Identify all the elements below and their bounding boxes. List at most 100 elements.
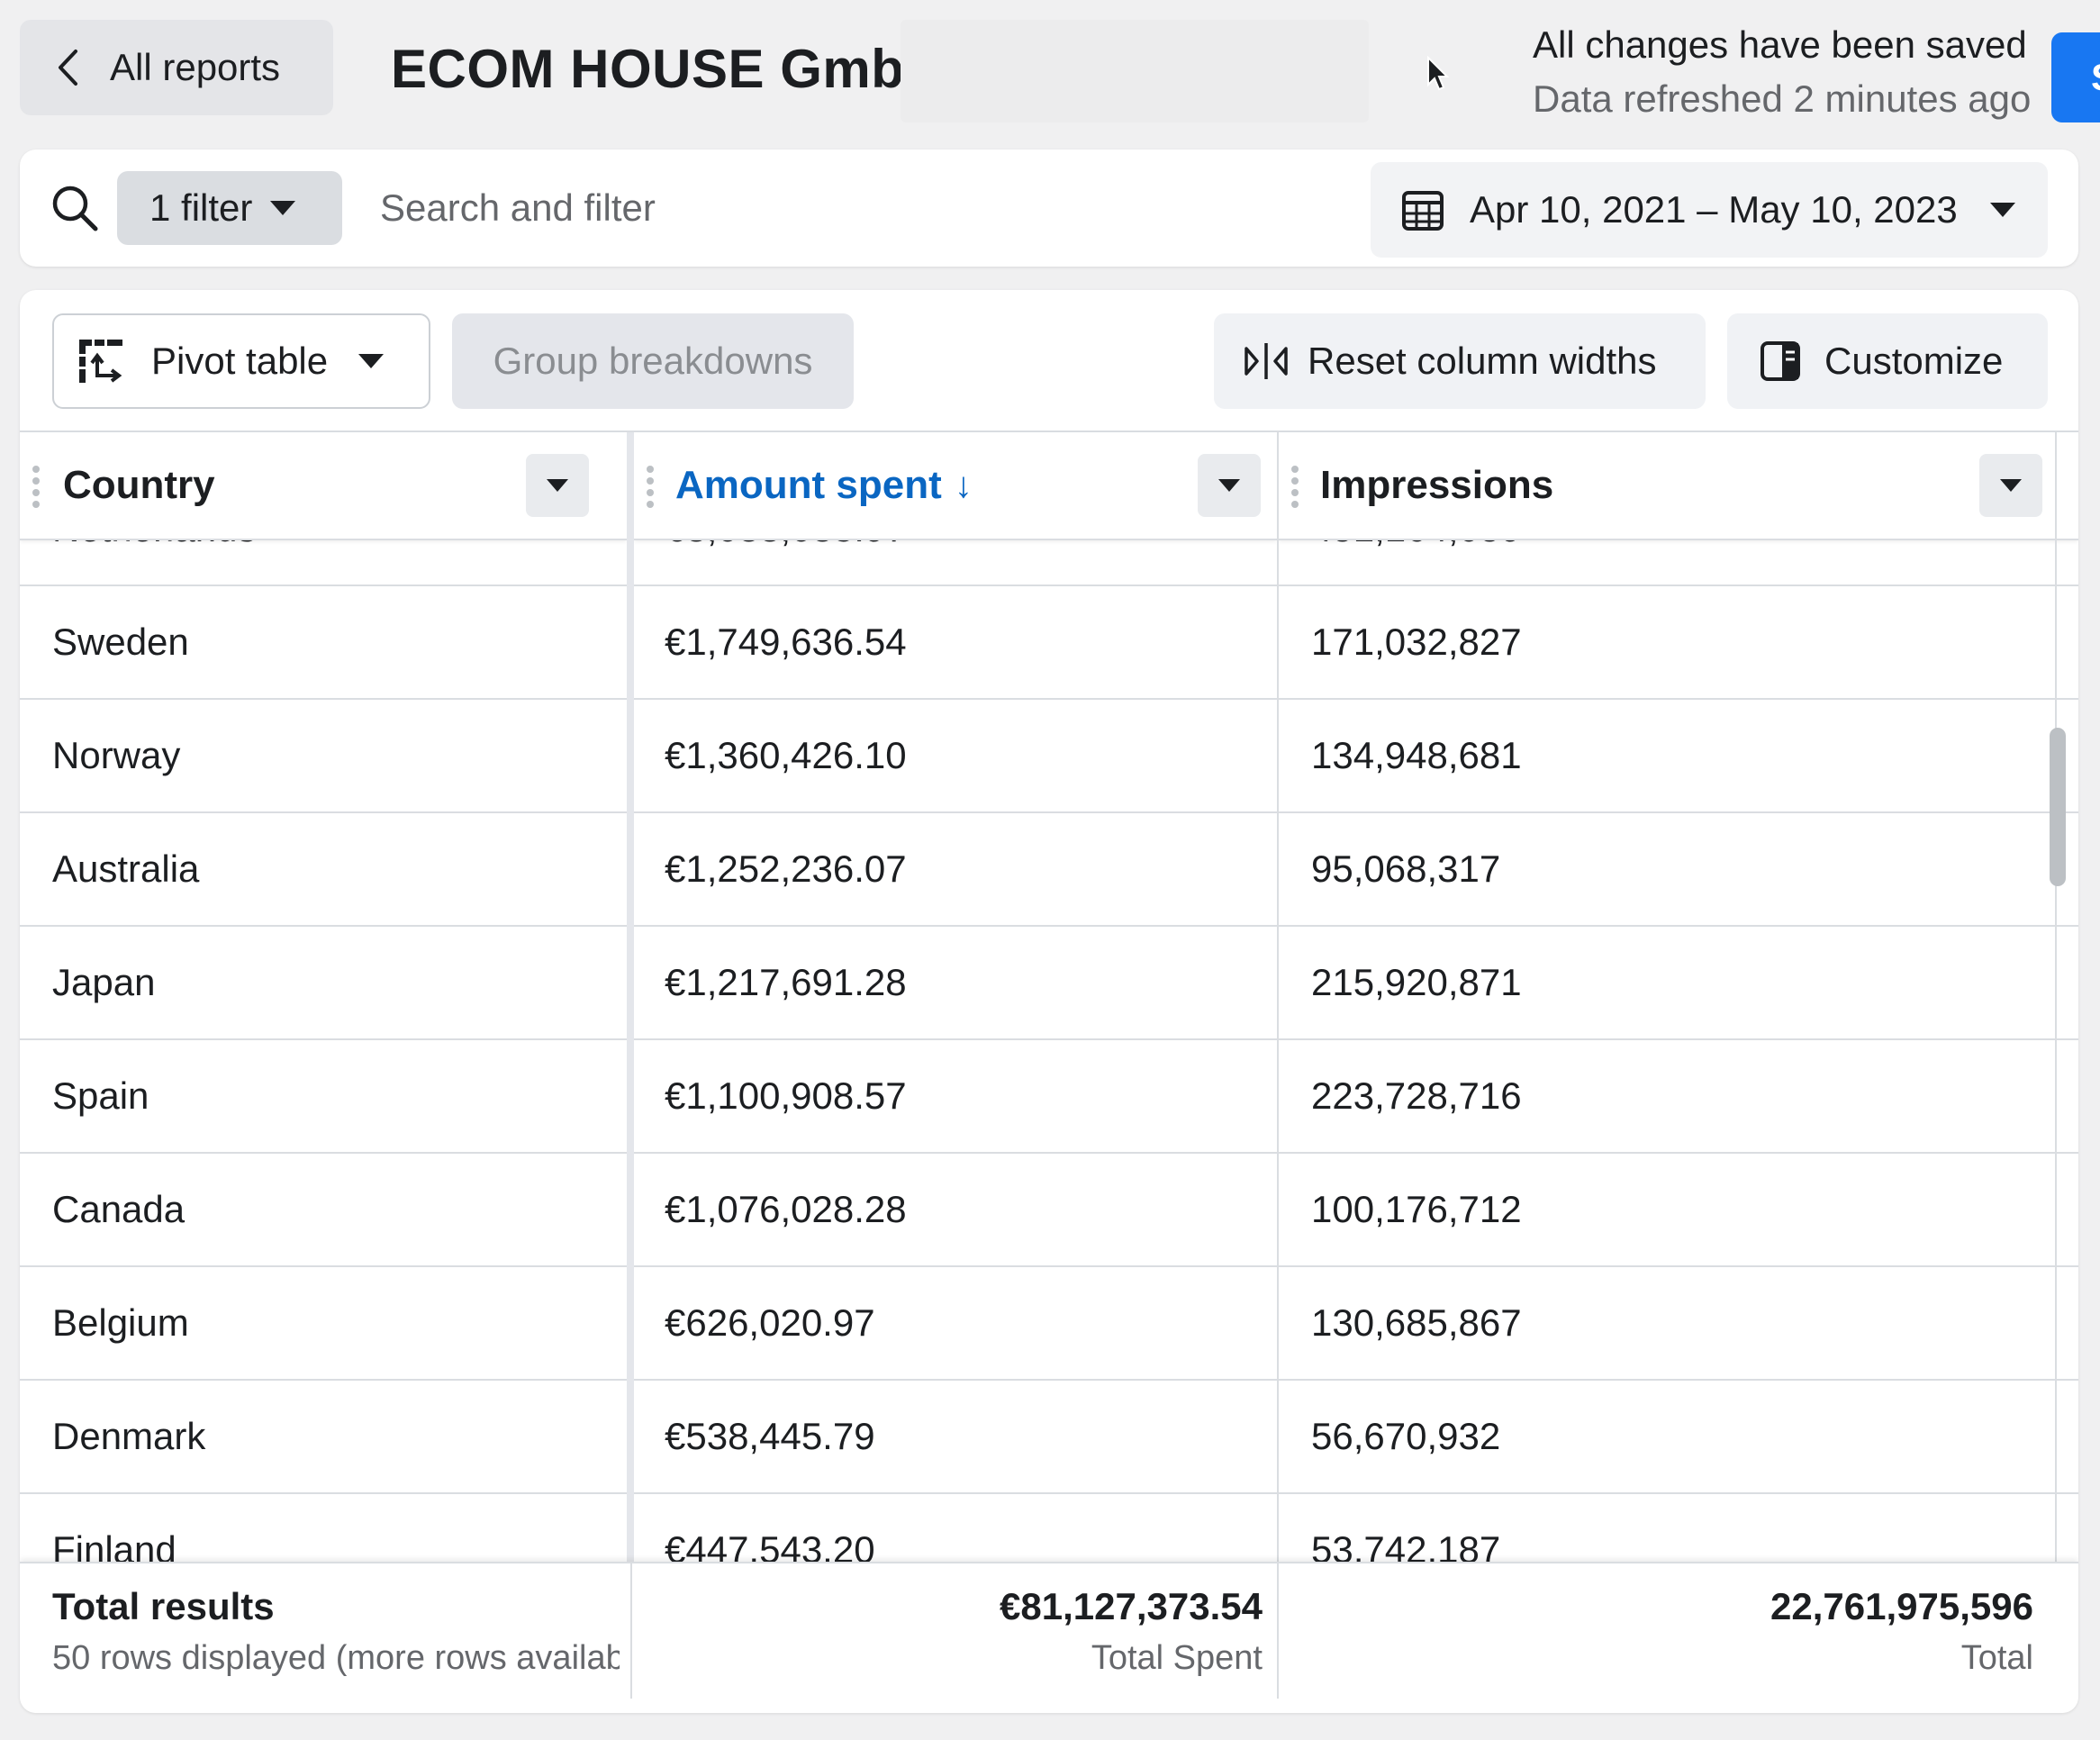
caret-down-icon xyxy=(270,201,296,215)
country-cell: Netherlands xyxy=(52,540,256,585)
country-cell: Spain xyxy=(52,1074,149,1117)
vertical-scrollbar[interactable] xyxy=(2050,728,2066,886)
impressions-cell: 171,032,827 xyxy=(1311,621,1522,663)
customize-button[interactable]: Customize xyxy=(1727,313,2048,409)
amount-spent-cell: €1,360,426.10 xyxy=(665,734,907,776)
column-divider xyxy=(630,1563,632,1699)
caret-down-icon xyxy=(358,354,385,368)
table-body: Netherlands€3,033,038.97451,164,059Swede… xyxy=(20,540,2078,1562)
total-impressions: 22,761,975,596 xyxy=(1770,1585,2033,1627)
refresh-status: Data refreshed 2 minutes ago xyxy=(1533,77,2032,120)
customize-label: Customize xyxy=(1824,340,2004,382)
amount-spent-cell: €1,100,908.57 xyxy=(665,1074,907,1117)
save-status: All changes have been saved xyxy=(1533,23,2027,66)
amount-spent-cell: €1,749,636.54 xyxy=(665,621,907,663)
all-reports-label: All reports xyxy=(110,46,281,88)
grid-top-divider xyxy=(20,430,2078,432)
table-row[interactable]: Spain €1,100,908.57 223,728,716 xyxy=(20,1040,2078,1154)
column-header-label: Impressions xyxy=(1320,463,1554,507)
table-row[interactable]: Denmark €538,445.79 56,670,932 xyxy=(20,1381,2078,1494)
drag-handle-icon[interactable] xyxy=(645,465,656,510)
chevron-left-icon xyxy=(59,50,77,86)
impressions-cell: 53,742,187 xyxy=(1311,1528,1501,1562)
country-cell: Australia xyxy=(52,847,200,890)
mouse-cursor-icon xyxy=(1427,56,1450,91)
drag-handle-icon[interactable] xyxy=(1290,465,1300,510)
date-range-label: Apr 10, 2021 – May 10, 2023 xyxy=(1470,188,1958,231)
view-type-dropdown[interactable]: Pivot table xyxy=(52,313,430,409)
column-menu-button[interactable] xyxy=(1198,454,1261,517)
group-breakdowns-button: Group breakdowns xyxy=(452,313,854,409)
report-title[interactable]: ECOM HOUSE GmbH xyxy=(391,39,945,99)
rows-displayed-note: 50 rows displayed (more rows available) xyxy=(52,1639,620,1677)
country-cell: Canada xyxy=(52,1188,186,1230)
impressions-cell: 215,920,871 xyxy=(1311,961,1522,1003)
country-cell: Japan xyxy=(52,961,156,1003)
view-type-label: Pivot table xyxy=(151,340,329,382)
total-amount-caption: Total Spent xyxy=(1091,1639,1263,1677)
filter-count-chip[interactable]: 1 filter xyxy=(117,171,342,245)
column-divider xyxy=(1277,1563,1279,1699)
impressions-cell: 100,176,712 xyxy=(1311,1188,1522,1230)
table-row[interactable]: Netherlands €3,033,038.97 451,164,059 xyxy=(20,540,2078,586)
sort-descending-icon: ↓ xyxy=(954,465,973,505)
search-input[interactable] xyxy=(380,177,1281,240)
impressions-cell: 134,948,681 xyxy=(1311,734,1522,776)
column-divider[interactable] xyxy=(1277,432,1279,1713)
amount-spent-cell: €1,076,028.28 xyxy=(665,1188,907,1230)
country-cell: Belgium xyxy=(52,1301,189,1344)
impressions-cell: 56,670,932 xyxy=(1311,1415,1501,1457)
filter-chip-label: 1 filter xyxy=(149,186,253,229)
date-range-picker[interactable]: Apr 10, 2021 – May 10, 2023 xyxy=(1371,162,2048,258)
country-cell: Norway xyxy=(52,734,181,776)
amount-spent-cell: €538,445.79 xyxy=(665,1415,875,1457)
table-row[interactable]: Australia €1,252,236.07 95,068,317 xyxy=(20,813,2078,927)
country-cell: Sweden xyxy=(52,621,189,663)
total-impressions-caption: Total xyxy=(1960,1639,2033,1677)
caret-down-icon xyxy=(1989,203,2015,217)
caret-down-icon xyxy=(1218,479,1240,492)
column-header-label: Amount spent xyxy=(675,463,942,507)
drag-handle-icon[interactable] xyxy=(31,465,41,510)
country-cell: Finland xyxy=(52,1528,177,1562)
caret-down-icon xyxy=(2000,479,2022,492)
column-header-label: Country xyxy=(63,463,215,507)
calendar-icon xyxy=(1402,191,1444,231)
column-divider[interactable] xyxy=(627,432,634,1713)
table-row[interactable]: Japan €1,217,691.28 215,920,871 xyxy=(20,927,2078,1040)
table-row[interactable]: Finland €447,543.20 53,742,187 xyxy=(20,1494,2078,1562)
reset-column-widths-label: Reset column widths xyxy=(1308,340,1657,382)
impressions-cell: 95,068,317 xyxy=(1311,847,1501,890)
amount-spent-cell: €447,543.20 xyxy=(665,1528,875,1562)
amount-spent-cell: €1,217,691.28 xyxy=(665,961,907,1003)
side-panel-icon xyxy=(1761,341,1800,381)
table-row[interactable]: Norway €1,360,426.10 134,948,681 xyxy=(20,700,2078,813)
impressions-cell: 223,728,716 xyxy=(1311,1074,1522,1117)
totals-label: Total results xyxy=(52,1585,275,1627)
table-row[interactable]: Canada €1,076,028.28 100,176,712 xyxy=(20,1154,2078,1267)
amount-spent-cell: €3,033,038.97 xyxy=(665,540,907,585)
totals-row: Total results 50 rows displayed (more ro… xyxy=(20,1562,2078,1713)
column-header-country[interactable]: Country xyxy=(20,432,627,540)
column-menu-button[interactable] xyxy=(1979,454,2042,517)
all-reports-button[interactable]: All reports xyxy=(20,20,333,115)
report-table-card: Pivot table Group breakdowns Reset colum… xyxy=(20,290,2078,1713)
column-menu-button[interactable] xyxy=(526,454,589,517)
amount-spent-cell: €1,252,236.07 xyxy=(665,847,907,890)
total-amount-spent: €81,127,373.54 xyxy=(1000,1585,1263,1627)
table-row[interactable]: Sweden €1,749,636.54 171,032,827 xyxy=(20,586,2078,700)
filter-bar: 1 filter Apr 10, 2021 – May 10, 2023 xyxy=(20,150,2078,267)
column-header-amount-spent[interactable]: Amount spent ↓ xyxy=(634,432,1277,540)
pivot-table-icon xyxy=(79,340,122,383)
table-row[interactable]: Belgium €626,020.97 130,685,867 xyxy=(20,1267,2078,1381)
country-cell: Denmark xyxy=(52,1415,206,1457)
column-divider xyxy=(2055,432,2057,1562)
amount-spent-cell: €626,020.97 xyxy=(665,1301,875,1344)
impressions-cell: 130,685,867 xyxy=(1311,1301,1522,1344)
title-edit-area[interactable] xyxy=(901,20,1369,122)
save-button[interactable]: S xyxy=(2051,32,2100,122)
impressions-cell: 451,164,059 xyxy=(1311,540,1522,585)
search-icon[interactable] xyxy=(50,184,99,232)
reset-column-widths-button[interactable]: Reset column widths xyxy=(1214,313,1706,409)
column-header-impressions[interactable]: Impressions xyxy=(1279,432,2078,540)
